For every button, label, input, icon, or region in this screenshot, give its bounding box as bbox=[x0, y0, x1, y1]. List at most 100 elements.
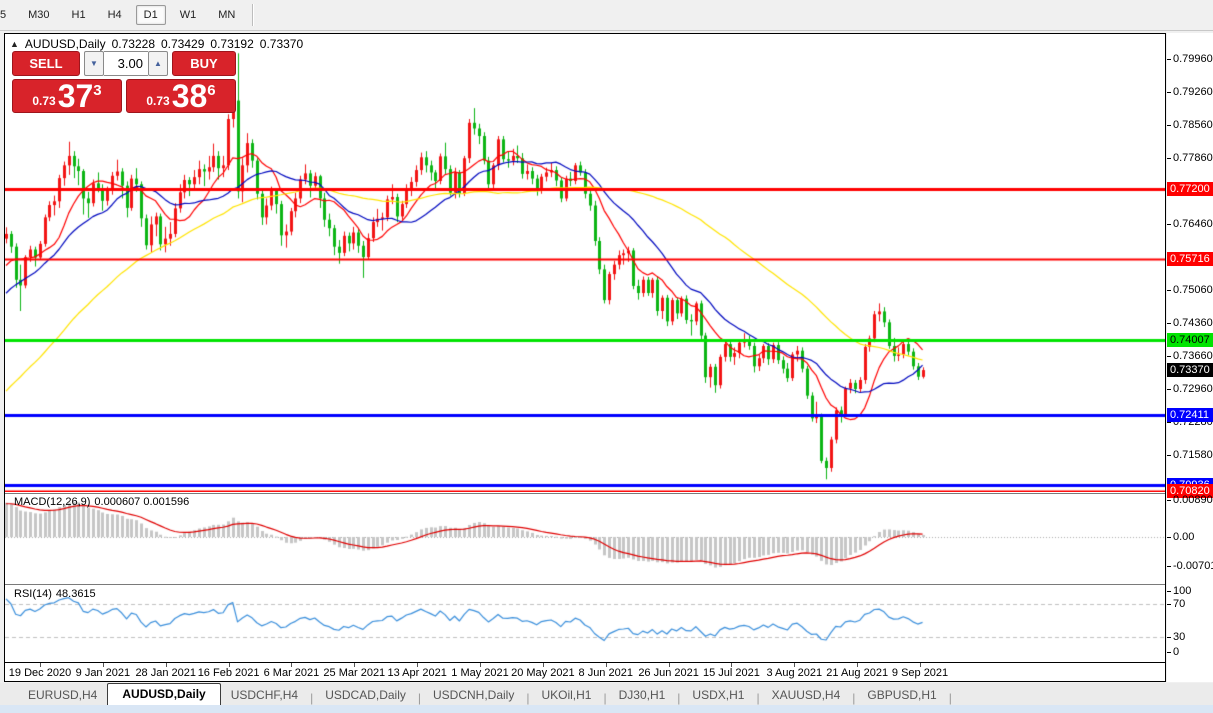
macd-axis-label: -0.007013 bbox=[1173, 560, 1213, 572]
volume-increase-icon[interactable]: ▲ bbox=[147, 51, 168, 76]
x-axis-tick bbox=[920, 663, 922, 667]
x-axis-tick bbox=[668, 663, 670, 667]
macd-name: MACD(12,26,9) bbox=[14, 496, 91, 508]
sell-button[interactable]: SELL bbox=[12, 51, 80, 76]
volume-input[interactable] bbox=[103, 51, 148, 76]
axis-tick-mark bbox=[1167, 500, 1171, 501]
axis-tick-mark bbox=[1167, 604, 1171, 605]
rsi-panel-splitter[interactable] bbox=[5, 584, 1165, 585]
axis-tick-mark bbox=[1167, 454, 1171, 456]
x-axis-tick bbox=[165, 663, 167, 667]
axis-tick-mark bbox=[1167, 223, 1171, 225]
axis-price-badge-0.75716: 0.75716 bbox=[1167, 252, 1213, 267]
tab-UKOil-H1[interactable]: UKOil,H1 bbox=[541, 688, 592, 702]
axis-tick-mark bbox=[1167, 290, 1171, 292]
rsi-axis-label: 100 bbox=[1173, 585, 1192, 597]
x-axis-date-label: 25 Mar 2021 bbox=[323, 667, 386, 679]
x-axis-date-label: 21 Aug 2021 bbox=[826, 667, 889, 679]
chart-header: ▲ AUDUSD,Daily 0.73228 0.73429 0.73192 0… bbox=[10, 37, 309, 51]
axis-tick-mark bbox=[1167, 91, 1171, 93]
rsi-axis-label: 0 bbox=[1173, 646, 1180, 658]
timeframe-button-M30[interactable]: M30 bbox=[28, 9, 50, 21]
tab-USDCHF-H4[interactable]: USDCHF,H4 bbox=[230, 688, 299, 702]
x-axis-date-label: 13 Apr 2021 bbox=[387, 667, 447, 679]
axis-tick-mark bbox=[1167, 323, 1171, 325]
ohlc-high: 0.73429 bbox=[161, 37, 205, 51]
timeframe-button-5[interactable]: 5 bbox=[0, 9, 7, 21]
axis-price-badge-0.77200: 0.77200 bbox=[1167, 182, 1213, 196]
x-axis-tick bbox=[857, 663, 859, 667]
x-axis-tick bbox=[480, 663, 482, 667]
tab-USDCAD-Daily[interactable]: USDCAD,Daily bbox=[325, 688, 406, 702]
sell-price-prefix: 0.73 bbox=[32, 94, 56, 108]
buy-price-display[interactable]: 0.73 38 6 bbox=[126, 79, 236, 113]
sell-price-pip: 3 bbox=[93, 82, 102, 99]
buy-button[interactable]: BUY bbox=[171, 51, 236, 76]
tab-separator: | bbox=[526, 691, 530, 705]
volume-spinner: ▼ ▲ bbox=[83, 51, 168, 76]
x-axis-tick bbox=[417, 663, 419, 667]
x-axis-date-label: 15 Jul 2021 bbox=[703, 667, 760, 679]
axis-tick-mark bbox=[1167, 537, 1171, 538]
timeframe-button-H1[interactable]: H1 bbox=[71, 9, 86, 21]
macd-panel-splitter[interactable] bbox=[5, 493, 1165, 494]
x-axis-tick bbox=[40, 663, 41, 667]
buy-price-big: 38 bbox=[171, 78, 208, 114]
x-axis-tick bbox=[731, 663, 733, 667]
price-tick-label: 0.74360 bbox=[1173, 317, 1213, 330]
tab-separator: | bbox=[310, 691, 314, 705]
axis-tick-mark bbox=[1167, 58, 1171, 60]
axis-price-badge-0.72411: 0.72411 bbox=[1167, 408, 1213, 423]
rsi-axis-label: 70 bbox=[1173, 598, 1186, 610]
axis-tick-mark bbox=[1167, 124, 1171, 126]
x-axis-date-label: 28 Jan 2021 bbox=[135, 667, 196, 679]
x-axis-date-label: 1 May 2021 bbox=[451, 667, 509, 679]
x-axis-tick bbox=[228, 663, 230, 667]
price-tick-label: 0.72960 bbox=[1173, 383, 1213, 396]
timeframe-button-W1[interactable]: W1 bbox=[179, 9, 197, 21]
collapse-trade-panel-icon[interactable]: ▲ bbox=[10, 39, 19, 49]
tab-EURUSD-H4[interactable]: EURUSD,H4 bbox=[28, 688, 98, 702]
timeframe-button-H4[interactable]: H4 bbox=[107, 9, 122, 21]
x-axis-tick bbox=[605, 663, 607, 667]
x-axis-date-label: 6 Mar 2021 bbox=[263, 667, 320, 679]
axis-price-badge-0.70820: 0.70820 bbox=[1167, 483, 1213, 498]
price-tick-label: 0.79260 bbox=[1173, 85, 1213, 98]
tab-GBPUSD-H1[interactable]: GBPUSD,H1 bbox=[867, 688, 937, 702]
date-axis-separator bbox=[5, 662, 1165, 663]
x-axis-tick bbox=[542, 663, 544, 667]
x-axis-tick bbox=[354, 663, 356, 667]
x-axis-tick bbox=[102, 663, 104, 667]
volume-decrease-icon[interactable]: ▼ bbox=[83, 51, 104, 76]
price-tick-label: 0.77860 bbox=[1173, 151, 1213, 164]
ohlc-low: 0.73192 bbox=[210, 37, 254, 51]
macd-axis-label: 0.008904 bbox=[1173, 494, 1213, 506]
chart-symbol-label: AUDUSD,Daily bbox=[24, 37, 106, 51]
macd-axis-label: 0.00 bbox=[1173, 531, 1195, 543]
tab-separator: | bbox=[948, 691, 952, 705]
axis-price-badge-0.74007: 0.74007 bbox=[1167, 332, 1213, 347]
x-axis-date-label: 19 Dec 2020 bbox=[8, 667, 72, 679]
buy-price-pip: 6 bbox=[207, 82, 216, 99]
timeframe-button-D1[interactable]: D1 bbox=[135, 5, 166, 25]
macd-indicator-canvas[interactable] bbox=[5, 495, 1165, 583]
x-axis-date-label: 16 Feb 2021 bbox=[197, 667, 260, 679]
tab-USDX-H1[interactable]: USDX,H1 bbox=[692, 688, 745, 702]
tab-AUDUSD-Daily[interactable]: AUDUSD,Daily bbox=[107, 683, 221, 705]
tab-USDCNH-Daily[interactable]: USDCNH,Daily bbox=[433, 688, 515, 702]
tab-separator: | bbox=[756, 691, 760, 705]
ohlc-open: 0.73228 bbox=[111, 37, 155, 51]
price-axis: 0.79960 0.79260 0.78560 0.77860 0.76460 0.750… bbox=[1167, 33, 1213, 682]
price-tick-label: 0.78560 bbox=[1173, 118, 1213, 131]
x-axis-date-label: 9 Sep 2021 bbox=[891, 667, 949, 679]
axis-tick-mark bbox=[1167, 356, 1171, 358]
macd-values: 0.000607 0.001596 bbox=[94, 496, 190, 508]
axis-tick-mark bbox=[1167, 591, 1171, 592]
tab-DJ30-H1[interactable]: DJ30,H1 bbox=[618, 688, 666, 702]
tab-XAUUSD-H4[interactable]: XAUUSD,H4 bbox=[771, 688, 841, 702]
rsi-indicator-canvas[interactable] bbox=[5, 586, 1165, 662]
sell-price-display[interactable]: 0.73 37 3 bbox=[12, 79, 122, 113]
timeframe-button-MN[interactable]: MN bbox=[218, 9, 236, 21]
x-axis-tick bbox=[291, 663, 293, 667]
date-axis: 19 Dec 2020 9 Jan 2021 28 Jan 2021 16 Feb 2… bbox=[5, 663, 1165, 681]
